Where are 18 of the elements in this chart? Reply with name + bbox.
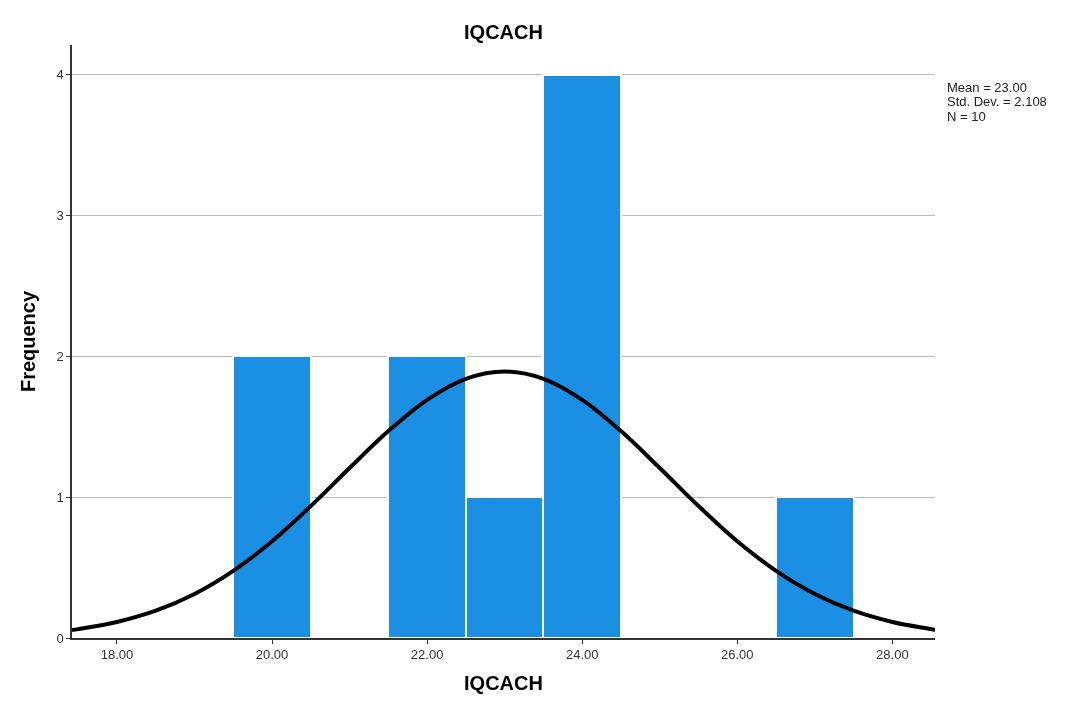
y-tick-label: 4 xyxy=(56,67,64,83)
y-tick-label: 2 xyxy=(56,348,64,364)
x-axis-title: IQCACH xyxy=(464,672,543,695)
x-tick-label: 28.00 xyxy=(876,647,909,663)
y-tick-label: 3 xyxy=(56,207,64,223)
line-series xyxy=(72,369,935,632)
y-tick-label: 1 xyxy=(56,489,64,505)
chart-title: IQCACH xyxy=(464,20,543,43)
text: Std. Dev. = 2.108 xyxy=(947,94,1047,109)
x-tick-label: 26.00 xyxy=(721,647,754,663)
x-tick-label: 20.00 xyxy=(255,647,289,663)
y-axis-title: Frequency xyxy=(17,290,40,393)
x-tick-label: 18.00 xyxy=(100,647,134,663)
text: N = 10 xyxy=(947,109,986,124)
y-tick-label: 0 xyxy=(56,630,64,646)
text: Mean = 23.00 xyxy=(947,80,1027,95)
x-tick-label: 24.00 xyxy=(565,647,599,663)
x-tick-label: 22.00 xyxy=(410,647,444,663)
